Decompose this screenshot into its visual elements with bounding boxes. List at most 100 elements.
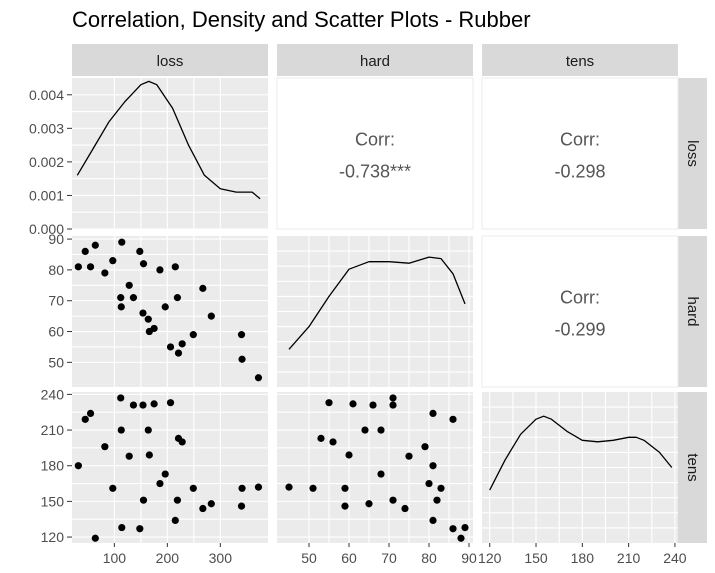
- scatter-point: [117, 426, 125, 434]
- y-tick-label: 150: [41, 493, 65, 509]
- y-tick-label: 60: [48, 324, 64, 340]
- x-tick-label: 80: [421, 550, 437, 566]
- scatter-point: [237, 502, 246, 510]
- scatter-point: [421, 443, 429, 451]
- corr-label: Corr:: [560, 130, 600, 150]
- scatter-point: [74, 462, 82, 470]
- scatter-point: [425, 479, 433, 488]
- y-tick-label: 50: [48, 354, 64, 370]
- strip-right-label-loss: loss: [684, 140, 701, 167]
- scatter-point: [309, 484, 317, 492]
- scatter-point: [129, 294, 138, 302]
- scatter-point: [317, 434, 325, 442]
- scatter-point: [91, 534, 99, 542]
- x-tick-label: 300: [209, 550, 233, 566]
- y-tick-label: 180: [41, 458, 65, 474]
- corr-value: -0.299: [554, 320, 605, 340]
- strip-right-loss: [677, 78, 707, 229]
- scatter-point: [139, 260, 148, 268]
- scatter-point: [389, 394, 397, 402]
- scatter-point: [429, 516, 437, 525]
- scatter-point: [449, 415, 457, 423]
- y-tick-label: 0.000: [29, 221, 64, 237]
- x-tick-label: 50: [301, 550, 317, 566]
- scatter-point: [125, 281, 133, 289]
- corr-label: Corr:: [355, 130, 395, 150]
- scatter-point: [166, 399, 175, 407]
- strip-top-label-tens: tens: [566, 53, 594, 70]
- scatter-point: [129, 401, 138, 409]
- scatter-point: [86, 263, 95, 271]
- scatter-point: [238, 484, 246, 492]
- scatter-point: [389, 496, 397, 504]
- scatter-point: [139, 496, 148, 504]
- scatter-point: [171, 516, 179, 525]
- scatter-point: [136, 525, 144, 533]
- density-curve-tens: [489, 415, 673, 491]
- scatter-point: [199, 504, 207, 513]
- scatter-point: [136, 247, 144, 256]
- x-tick-label: 90: [461, 550, 477, 566]
- y-tick-label: 240: [41, 386, 65, 402]
- chart-title: Correlation, Density and Scatter Plots -…: [72, 7, 531, 32]
- scatter-point: [166, 343, 175, 351]
- scatter-point: [101, 269, 109, 277]
- scatter-point: [109, 484, 117, 492]
- scatter-point: [189, 331, 197, 339]
- scatter-point: [156, 266, 164, 274]
- y-tick-label: 0.002: [29, 154, 64, 170]
- scatter-point: [178, 438, 186, 446]
- scatter-point: [349, 400, 357, 408]
- scatter-point: [161, 470, 169, 478]
- strip-top-tens: [482, 44, 678, 76]
- scatter-point: [325, 399, 333, 407]
- strip-right-hard: [677, 236, 707, 387]
- scatter-point: [144, 315, 152, 323]
- scatter-point: [377, 426, 385, 434]
- scatter-point: [125, 452, 133, 460]
- scatter-point: [139, 401, 147, 409]
- y-tick-label: 0.004: [29, 87, 64, 103]
- scatter-point: [437, 484, 445, 492]
- scatter-point: [254, 483, 263, 491]
- scatter-point: [238, 355, 246, 363]
- scatter-point: [118, 238, 126, 246]
- y-tick-label: 80: [48, 262, 64, 278]
- scatter-point: [207, 500, 215, 508]
- corr-panel-hard-tens: [481, 235, 679, 388]
- scatter-point: [109, 257, 117, 265]
- scatter-point: [341, 484, 349, 492]
- scatter-point: [254, 374, 263, 382]
- scatter-point: [117, 294, 125, 302]
- strip-top-hard: [277, 44, 473, 76]
- scatter-point: [345, 451, 353, 459]
- strip-right-label-hard: hard: [684, 296, 701, 326]
- strip-top-label-hard: hard: [360, 53, 390, 70]
- scatter-point: [199, 284, 207, 292]
- scatter-point: [449, 525, 457, 533]
- density-curve-hard: [288, 256, 466, 350]
- y-tick-label: 210: [41, 422, 65, 438]
- scatter-point: [101, 443, 109, 451]
- scatter-point: [389, 401, 397, 409]
- panel-bg-tens-loss: [72, 392, 268, 543]
- scatter-point: [173, 496, 182, 504]
- strip-top-label-loss: loss: [157, 53, 184, 70]
- scatter-point: [361, 426, 369, 434]
- scatter-point: [144, 426, 152, 434]
- x-tick-label: 120: [478, 550, 502, 566]
- scatter-point: [74, 263, 82, 271]
- scatter-point: [341, 502, 349, 510]
- panel-bg-hard-loss: [72, 236, 268, 387]
- y-tick-label: 120: [41, 529, 65, 545]
- scatter-point: [365, 500, 373, 508]
- scatter-point: [86, 409, 95, 418]
- x-tick-label: 150: [524, 550, 548, 566]
- corr-value: -0.298: [554, 162, 605, 182]
- strip-right-label-tens: tens: [684, 453, 701, 481]
- scatter-point: [173, 294, 182, 302]
- scatter-point: [117, 394, 125, 402]
- y-tick-label: 0.003: [29, 120, 64, 136]
- y-tick-label: 0.001: [29, 187, 64, 203]
